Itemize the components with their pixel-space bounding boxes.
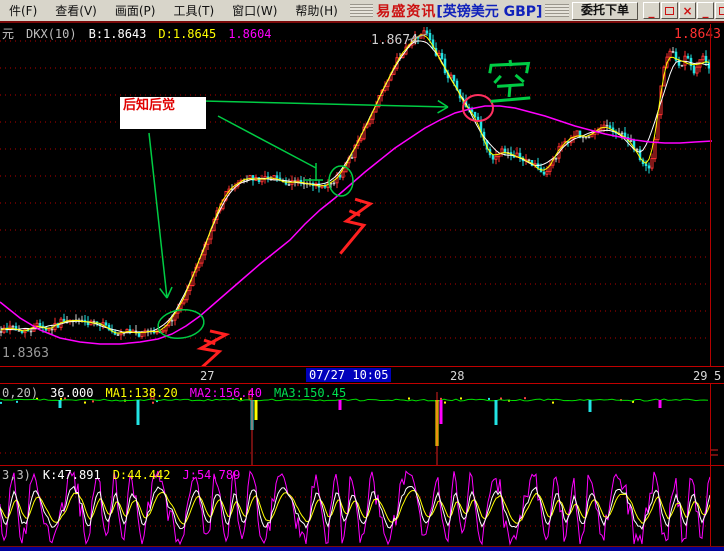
info-part: D:1.8645 bbox=[158, 27, 217, 41]
main-price-chart[interactable]: 1.8674 1.8643 1.8363 bbox=[0, 24, 724, 366]
close-button[interactable]: × bbox=[679, 2, 696, 19]
menu-screen[interactable]: 画面(P) bbox=[114, 4, 156, 18]
info-part: MA1:138.20 bbox=[105, 386, 178, 400]
svg-text:1.8674: 1.8674 bbox=[371, 33, 418, 48]
volume-ma-panel[interactable] bbox=[0, 384, 724, 466]
info-part: 3,3) bbox=[2, 468, 31, 482]
menu-bar: 件(F) 查看(V) 画面(P) 工具(T) 窗口(W) 帮助(H) 易盛资讯 … bbox=[0, 0, 724, 23]
info-part: DKX(10) bbox=[26, 27, 77, 41]
axis-label-27: 27 bbox=[200, 369, 215, 383]
app-brand-title: 易盛资讯 bbox=[376, 3, 437, 20]
menu-tools[interactable]: 工具(T) bbox=[173, 4, 215, 18]
restore-icon bbox=[665, 6, 674, 15]
axis-label-cut: 5 bbox=[714, 369, 722, 383]
ma-panel-info-line: 0,20) 36.000 MA1:138.20 MA2:156.40 MA3:150.4… bbox=[2, 386, 358, 400]
info-part: J:54.789 bbox=[182, 468, 241, 482]
bottom-status-strip bbox=[0, 547, 724, 551]
panel-separator bbox=[0, 465, 724, 466]
menu-help[interactable]: 帮助(H) bbox=[295, 4, 338, 18]
minimize-button[interactable]: _ bbox=[643, 2, 660, 19]
info-part: 1.8604 bbox=[228, 27, 272, 41]
axis-label-29: 29 bbox=[693, 369, 708, 383]
info-part: MA2:156.40 bbox=[189, 386, 262, 400]
info-part: B:1.8643 bbox=[88, 27, 147, 41]
kdj-info-line: 3,3) K:47.891 D:44.442 J:54.789 bbox=[2, 468, 252, 482]
chart-right-border bbox=[710, 24, 711, 546]
order-entry-button[interactable]: 委托下单 bbox=[571, 1, 638, 20]
restore-button[interactable] bbox=[661, 2, 678, 19]
annotation-note-box: 后知后觉 bbox=[120, 97, 206, 129]
info-part: 0,20) bbox=[2, 386, 39, 400]
child-minimize-button[interactable]: _ bbox=[697, 2, 714, 19]
instrument-title: [英镑美元 GBP] bbox=[436, 3, 543, 20]
menu-view[interactable]: 查看(V) bbox=[55, 4, 97, 18]
info-part: D:44.442 bbox=[112, 468, 171, 482]
info-part: 36.000 bbox=[50, 386, 94, 400]
toolbar-grip bbox=[349, 4, 374, 17]
info-part: 元 bbox=[2, 27, 15, 41]
main-chart-info-line: 元 DKX(10) B:1.8643 D:1.8645 1.8604 bbox=[2, 25, 284, 42]
info-part: MA3:150.45 bbox=[273, 386, 347, 400]
axis-label-current-time: 07/27 10:05 bbox=[306, 368, 392, 382]
bottom-border-line bbox=[0, 546, 724, 547]
info-part: K:47.891 bbox=[42, 468, 101, 482]
toolbar-grip-2 bbox=[545, 4, 569, 17]
time-axis-bar: 27 07/27 10:05 28 29 5 bbox=[0, 366, 724, 384]
axis-label-28: 28 bbox=[450, 369, 465, 383]
kdj-panel[interactable] bbox=[0, 466, 724, 546]
svg-text:1.8363: 1.8363 bbox=[2, 346, 49, 361]
menu-window[interactable]: 窗口(W) bbox=[232, 4, 278, 18]
svg-text:1.8643: 1.8643 bbox=[674, 27, 721, 42]
menu-file[interactable]: 件(F) bbox=[9, 4, 38, 18]
child-restore-icon bbox=[719, 6, 724, 15]
child-restore-button[interactable] bbox=[715, 2, 724, 19]
